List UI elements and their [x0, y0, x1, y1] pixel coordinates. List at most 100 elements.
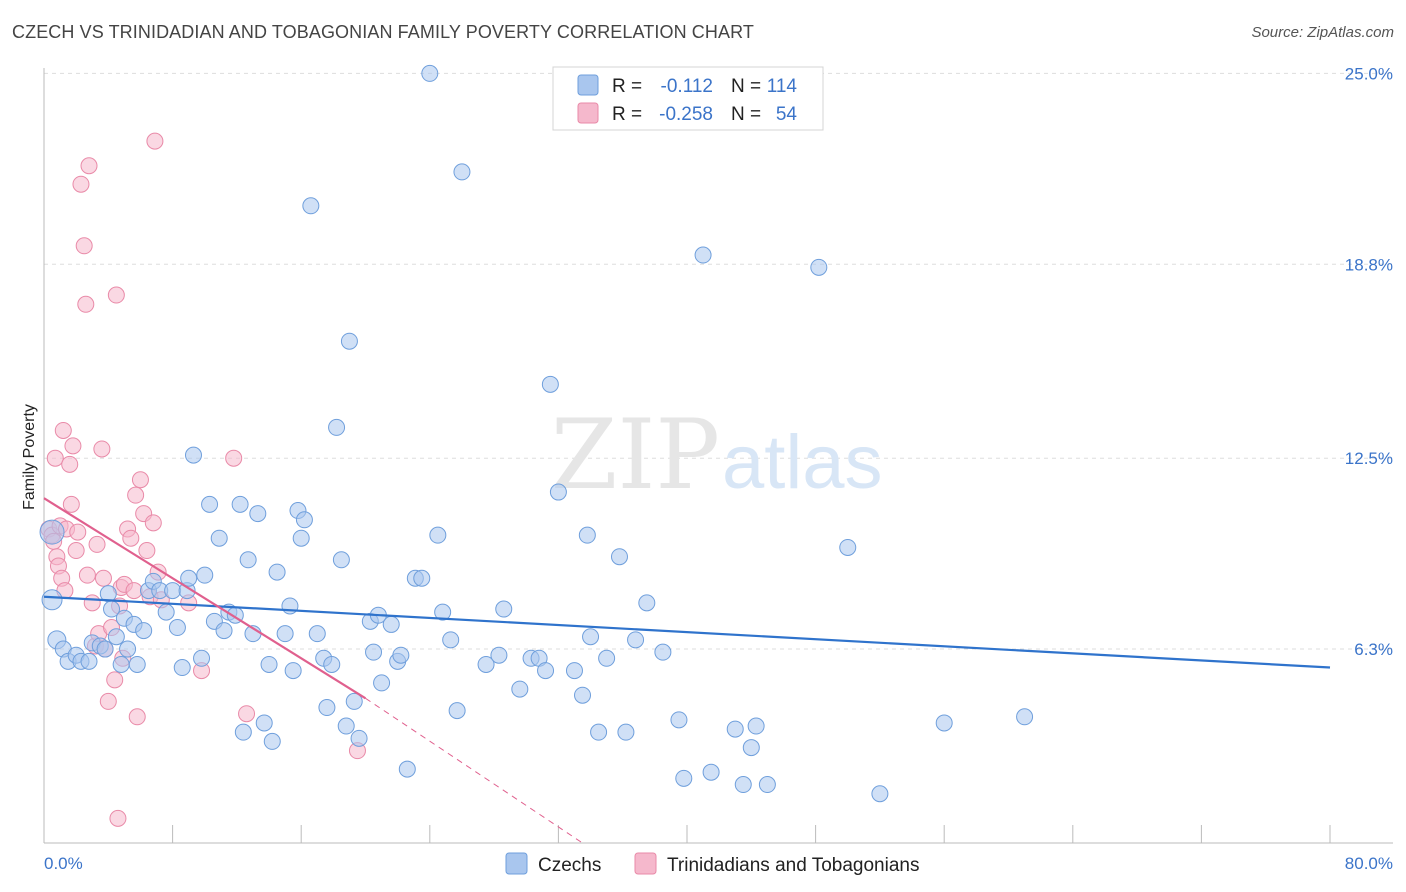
czech-point [582, 628, 600, 646]
czech-point [373, 674, 391, 692]
y-tick-label: 12.5% [1345, 449, 1393, 468]
czech-point [164, 582, 182, 600]
trinidadian-point [138, 542, 156, 560]
trinidadian-point [69, 523, 87, 541]
y-tick-label: 18.8% [1345, 255, 1393, 274]
czech-point [260, 655, 278, 673]
czech-point [610, 548, 628, 566]
czech-point [758, 776, 776, 794]
trinidadian-point [94, 569, 112, 587]
trinidadian-point [146, 132, 164, 150]
trinidadian-point [106, 671, 124, 689]
czech-point [675, 769, 693, 787]
czech-point [128, 655, 146, 673]
czech-point [590, 723, 608, 741]
trinidadian-point [72, 175, 90, 193]
source-credit: Source: ZipAtlas.com [1251, 24, 1394, 41]
czech-point [215, 622, 233, 640]
czech-trend-line [43, 595, 1331, 669]
czech-point [935, 714, 953, 732]
trinidadian-point [64, 437, 82, 455]
trin-trend-line [43, 497, 367, 700]
czech-point [119, 640, 137, 658]
bottom-legend-czech-label: Czechs [538, 855, 601, 876]
stats-legend: R = -0.112 N = 114 R = -0.258 N = 54 [552, 66, 824, 131]
czech-point [565, 662, 583, 680]
czech-point [537, 662, 555, 680]
czech-point [365, 643, 383, 661]
czech-point [549, 483, 567, 501]
trinidadian-point [144, 514, 162, 532]
trinidadian-point [107, 286, 125, 304]
czech-point [157, 603, 175, 621]
czech-point [453, 163, 471, 181]
trinidadian-point [125, 582, 143, 600]
czech-point [434, 603, 452, 621]
czech-point [448, 702, 466, 720]
czech-point [511, 680, 529, 698]
czech-point [495, 600, 513, 618]
czech-point [302, 197, 320, 215]
czech-point [96, 640, 114, 658]
czech-point [295, 511, 313, 529]
trinidadian-point [61, 455, 79, 473]
y-tick-label: 6.3% [1354, 640, 1393, 659]
czech-point [742, 739, 760, 757]
czech-point [107, 628, 125, 646]
trinidadian-point [62, 495, 80, 513]
czech-point [702, 763, 720, 781]
trinidadian-point [54, 421, 72, 439]
legend-trin-swatch [577, 102, 599, 124]
x-tick-label-max: 80.0% [1345, 854, 1393, 873]
czech-point [490, 646, 508, 664]
czech-point [318, 699, 336, 717]
czech-point [168, 619, 186, 637]
czech-point [323, 655, 341, 673]
trinidadian-point [88, 535, 106, 553]
trinidadian-points [40, 132, 366, 827]
czech-point [654, 643, 672, 661]
bottom-legend-trin-label: Trinidadians and Tobagonians [667, 855, 919, 876]
czech-point [112, 655, 130, 673]
legend-czech-n-label: N = [731, 76, 761, 97]
czech-point [210, 529, 228, 547]
czech-point [574, 686, 592, 704]
czech-point [429, 526, 447, 544]
trinidadian-point [67, 542, 85, 560]
czech-point [398, 760, 416, 778]
czech-point [193, 649, 211, 667]
czech-point [255, 714, 273, 732]
trinidadian-point [99, 692, 117, 710]
czech-point [726, 720, 744, 738]
trinidadian-point [128, 708, 146, 726]
trin-trend-extension [365, 697, 583, 844]
czech-point [578, 526, 596, 544]
czech-point [184, 446, 202, 464]
legend-trin-r-label: R = [612, 104, 642, 125]
trinidadian-point [77, 295, 95, 313]
czech-point [541, 375, 559, 393]
czech-point [239, 551, 257, 569]
czech-point [747, 717, 765, 735]
czech-point [292, 529, 310, 547]
legend-czech-swatch [577, 74, 599, 96]
czech-point [810, 258, 828, 276]
czech-point [392, 646, 410, 664]
czech-point [350, 729, 368, 747]
czech-point [41, 589, 63, 611]
trinidadian-point [83, 594, 101, 612]
czech-point [598, 649, 616, 667]
axes [43, 68, 1393, 844]
czech-point [734, 776, 752, 794]
czech-point [231, 495, 249, 513]
legend-trin-n-value: 54 [776, 104, 798, 125]
trinidadian-point [109, 809, 127, 827]
czech-points [39, 64, 1034, 803]
watermark-atlas: atlas [722, 420, 883, 505]
czech-point [477, 655, 495, 673]
czech-point [345, 692, 363, 710]
czech-point [337, 717, 355, 735]
czech-point [871, 785, 889, 803]
trinidadian-point [78, 566, 96, 584]
czech-point [694, 246, 712, 264]
